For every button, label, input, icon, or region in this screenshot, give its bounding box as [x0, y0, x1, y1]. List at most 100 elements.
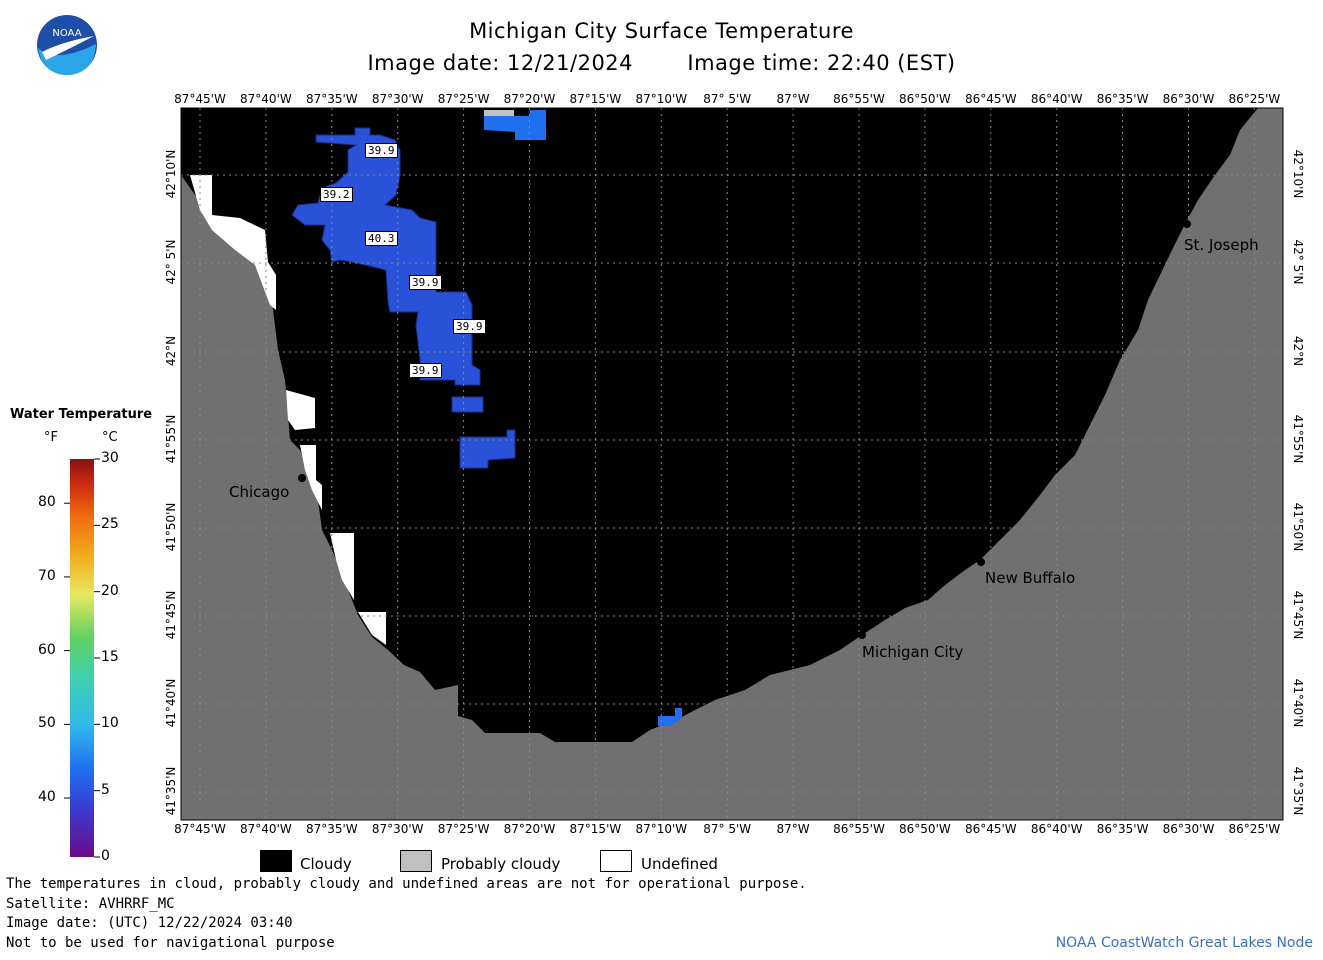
new-buffalo-marker	[977, 558, 985, 566]
latitude-tick-label: 41°50'N	[164, 502, 178, 552]
undefined-area	[300, 445, 322, 510]
legend-f-tick-label: 50	[38, 715, 56, 732]
longitude-tick-label: 87°15'W	[569, 92, 622, 106]
legend-f-tick-label: 60	[38, 641, 56, 658]
longitude-tick-label: 87°20'W	[503, 822, 556, 836]
water-region	[459, 429, 516, 469]
probably-cloudy-area	[484, 110, 514, 117]
latitude-tick-label: 41°55'N	[164, 414, 178, 464]
longitude-tick-label: 86°25'W	[1228, 92, 1281, 106]
legend-title: Water Temperature	[10, 407, 153, 422]
key-probably-cloudy-swatch	[400, 850, 432, 872]
michigan-city-marker	[858, 631, 866, 639]
legend-unit-c: °C	[102, 430, 118, 445]
longitude-tick-label: 86°30'W	[1162, 822, 1215, 836]
longitude-tick-label: 87°W	[776, 92, 810, 106]
longitude-tick-label: 87°45'W	[174, 92, 226, 106]
image-time-label: Image time: 22:40 (EST)	[687, 51, 956, 75]
latitude-tick-label: 42°10'N	[1291, 149, 1305, 199]
longitude-tick-label: 87°40'W	[240, 822, 292, 836]
temperature-value-label: 39.9	[409, 275, 442, 290]
legend-unit-f: °F	[44, 430, 58, 445]
page-title: Michigan City Surface Temperature	[469, 19, 854, 43]
longitude-tick-label: 87°35'W	[305, 822, 358, 836]
longitude-tick-label: 87°10'W	[635, 92, 688, 106]
footer-nav-warning: Not to be used for navigational purpose	[6, 935, 335, 951]
undefined-area	[358, 612, 386, 645]
water-region	[484, 110, 546, 140]
longitude-tick-label: 87°30'W	[371, 822, 424, 836]
legend-c-tick-label: 5	[101, 781, 110, 798]
chicago-marker	[298, 474, 306, 482]
longitude-tick-label: 86°40'W	[1030, 92, 1083, 106]
longitude-tick-label: 87° 5'W	[703, 822, 752, 836]
longitude-tick-label: 86°45'W	[964, 822, 1017, 836]
temperature-value-label: 39.9	[409, 363, 442, 378]
longitude-tick-label: 86°55'W	[833, 822, 885, 836]
legend-c-tick-label: 15	[101, 649, 119, 665]
temperature-value-label: 39.9	[453, 319, 486, 334]
longitude-tick-label: 87°40'W	[240, 92, 292, 106]
key-undefined-swatch	[600, 850, 632, 872]
undefined-area	[286, 390, 315, 430]
undefined-area	[190, 175, 276, 310]
longitude-tick-label: 86°45'W	[964, 92, 1017, 106]
cloud-cover	[181, 108, 1258, 742]
longitude-tick-label: 86°50'W	[899, 92, 951, 106]
temperature-value-label: 40.3	[365, 231, 398, 246]
noaa-logo: NOAA	[37, 15, 97, 75]
noaa-logo-text: NOAA	[52, 28, 81, 39]
longitude-tick-label: 86°40'W	[1030, 822, 1083, 836]
city-label-michigan-city: Michigan City	[862, 643, 964, 661]
footer-note: The temperatures in cloud, probably clou…	[6, 876, 807, 892]
temperature-value-label: 39.9	[365, 143, 398, 158]
key-probably-cloudy-label: Probably cloudy	[441, 855, 561, 873]
latitude-tick-label: 42°N	[164, 335, 178, 367]
key-cloudy-label: Cloudy	[300, 855, 352, 873]
longitude-tick-label: 86°25'W	[1228, 822, 1281, 836]
footer-credit: NOAA CoastWatch Great Lakes Node	[1055, 935, 1313, 951]
latitude-tick-label: 42° 5'N	[1291, 239, 1305, 285]
st-joseph-marker	[1183, 220, 1191, 228]
longitude-tick-label: 87°20'W	[503, 92, 556, 106]
key-cloudy-swatch	[260, 850, 292, 872]
longitude-tick-label: 86°30'W	[1162, 92, 1215, 106]
longitude-tick-label: 87°10'W	[635, 822, 688, 836]
legend-f-tick-label: 40	[38, 789, 56, 806]
city-label-st-joseph: St. Joseph	[1184, 236, 1259, 254]
longitude-tick-label: 87°30'W	[371, 92, 424, 106]
temperature-value-label: 39.2	[320, 187, 353, 202]
image-date-label: Image date: 12/21/2024	[367, 51, 634, 75]
legend-colorbar	[64, 458, 100, 858]
image-date-time: Image date: 12/21/2024 Image time: 22:40…	[0, 51, 1323, 75]
legend-c-tick-label: 20	[101, 582, 119, 599]
latitude-tick-label: 41°40'N	[164, 678, 178, 728]
longitude-tick-label: 87°35'W	[305, 92, 358, 106]
footer-utc-date: Image date: (UTC) 12/22/2024 03:40	[6, 915, 293, 931]
longitude-tick-label: 86°35'W	[1096, 92, 1149, 106]
longitude-tick-label: 86°35'W	[1096, 822, 1149, 836]
longitude-tick-label: 86°55'W	[833, 92, 885, 106]
undefined-area	[330, 533, 354, 600]
latitude-tick-label: 42°10'N	[164, 149, 178, 199]
latitude-tick-label: 41°40'N	[1291, 678, 1305, 728]
longitude-tick-label: 86°50'W	[899, 822, 951, 836]
longitude-tick-label: 87°W	[776, 822, 810, 836]
latitude-tick-label: 42°N	[1291, 335, 1305, 367]
latitude-tick-label: 41°45'N	[1291, 590, 1305, 640]
water-region	[658, 708, 682, 726]
water-region	[451, 396, 484, 413]
legend-c-tick-label: 0	[101, 848, 110, 864]
key-undefined-label: Undefined	[641, 855, 718, 873]
latitude-tick-label: 41°50'N	[1291, 502, 1305, 552]
legend-c-tick-label: 10	[101, 715, 119, 732]
footer-satellite: Satellite: AVHRRF_MC	[6, 896, 175, 912]
city-label-chicago: Chicago	[229, 483, 290, 501]
longitude-tick-label: 87° 5'W	[703, 92, 752, 106]
longitude-tick-label: 87°25'W	[437, 92, 490, 106]
city-label-new-buffalo: New Buffalo	[985, 569, 1076, 587]
legend-c-tick-label: 25	[101, 516, 119, 533]
latitude-tick-label: 41°35'N	[1291, 766, 1305, 816]
latitude-tick-label: 41°45'N	[164, 590, 178, 640]
